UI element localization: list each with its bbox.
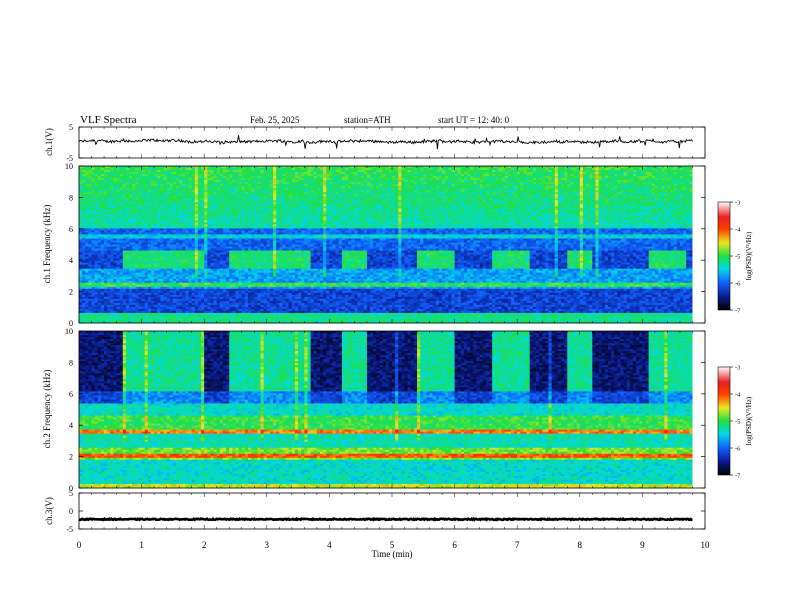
ch1-waveform-ylabel: ch.1(V) xyxy=(44,128,54,156)
vlf-figure: VLF Spectra Feb. 25, 2025 station=ATH st… xyxy=(0,0,792,612)
start-time-label: start UT = 12: 40: 0 xyxy=(438,115,510,125)
panel-0-trace xyxy=(79,135,693,149)
wave0|0-ytick-label: 5 xyxy=(69,123,73,132)
ch1-waveform-panel: 5-5 ch.1(V) xyxy=(44,123,705,163)
date-label: Feb. 25, 2025 xyxy=(250,115,300,125)
station-label: station=ATH xyxy=(344,115,391,125)
figure-title: VLF Spectra xyxy=(80,114,137,126)
